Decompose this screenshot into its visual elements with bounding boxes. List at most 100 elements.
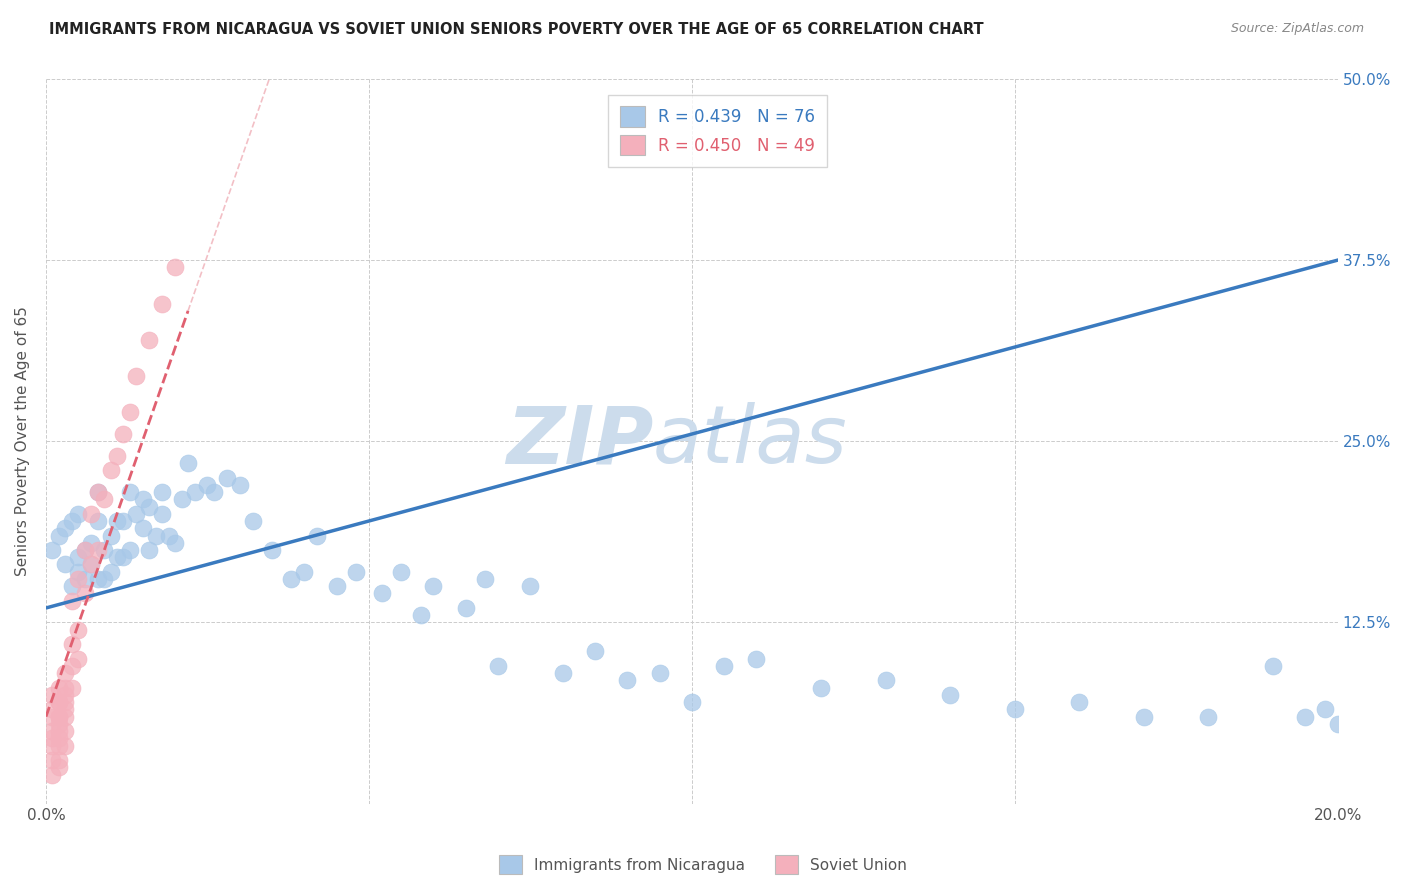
Point — [197, 477, 219, 491]
Point — [810, 681, 832, 695]
Point — [170, 492, 193, 507]
Point — [41, 702, 63, 716]
Point — [1261, 659, 1284, 673]
Point — [53, 709, 76, 723]
Point — [60, 514, 83, 528]
Point — [48, 709, 70, 723]
Point — [67, 565, 90, 579]
Point — [67, 572, 90, 586]
Point — [132, 521, 155, 535]
Point — [53, 739, 76, 753]
Point — [41, 753, 63, 767]
Point — [939, 688, 962, 702]
Point — [215, 470, 238, 484]
Point — [165, 535, 187, 549]
Point — [53, 702, 76, 716]
Point — [86, 572, 108, 586]
Point — [389, 565, 412, 579]
Point — [80, 558, 103, 572]
Point — [616, 673, 638, 688]
Text: IMMIGRANTS FROM NICARAGUA VS SOVIET UNION SENIORS POVERTY OVER THE AGE OF 65 COR: IMMIGRANTS FROM NICARAGUA VS SOVIET UNIO… — [49, 22, 984, 37]
Point — [409, 608, 432, 623]
Point — [713, 659, 735, 673]
Point — [371, 586, 394, 600]
Point — [648, 666, 671, 681]
Point — [422, 579, 444, 593]
Point — [105, 550, 128, 565]
Point — [41, 709, 63, 723]
Point — [80, 558, 103, 572]
Point — [41, 543, 63, 558]
Point — [100, 528, 122, 542]
Point — [112, 550, 135, 565]
Point — [86, 514, 108, 528]
Point — [53, 558, 76, 572]
Text: atlas: atlas — [652, 402, 848, 480]
Point — [177, 456, 200, 470]
Point — [228, 477, 250, 491]
Point — [681, 695, 703, 709]
Point — [60, 579, 83, 593]
Point — [93, 492, 115, 507]
Point — [105, 449, 128, 463]
Point — [100, 565, 122, 579]
Point — [86, 485, 108, 500]
Point — [41, 767, 63, 781]
Point — [67, 623, 90, 637]
Point — [519, 579, 541, 593]
Point — [60, 593, 83, 607]
Point — [138, 333, 160, 347]
Point — [1133, 709, 1156, 723]
Point — [93, 543, 115, 558]
Point — [875, 673, 897, 688]
Point — [242, 514, 264, 528]
Point — [48, 731, 70, 746]
Point — [118, 543, 141, 558]
Text: Source: ZipAtlas.com: Source: ZipAtlas.com — [1230, 22, 1364, 36]
Point — [93, 572, 115, 586]
Point — [583, 644, 606, 658]
Point — [202, 485, 225, 500]
Point — [474, 572, 496, 586]
Point — [745, 651, 768, 665]
Point — [48, 681, 70, 695]
Point — [1198, 709, 1220, 723]
Point — [454, 601, 477, 615]
Point — [1004, 702, 1026, 716]
Point — [41, 724, 63, 739]
Point — [292, 565, 315, 579]
Point — [41, 731, 63, 746]
Point — [67, 550, 90, 565]
Point — [551, 666, 574, 681]
Point — [307, 528, 329, 542]
Point — [150, 507, 173, 521]
Point — [280, 572, 302, 586]
Point — [53, 695, 76, 709]
Point — [48, 753, 70, 767]
Point — [73, 586, 96, 600]
Point — [48, 709, 70, 723]
Point — [1326, 717, 1348, 731]
Point — [48, 695, 70, 709]
Point — [80, 535, 103, 549]
Point — [145, 528, 167, 542]
Point — [112, 427, 135, 442]
Point — [86, 485, 108, 500]
Point — [183, 485, 205, 500]
Point — [125, 369, 148, 384]
Point — [150, 296, 173, 310]
Point — [86, 543, 108, 558]
Legend: R = 0.439   N = 76, R = 0.450   N = 49: R = 0.439 N = 76, R = 0.450 N = 49 — [609, 95, 827, 167]
Point — [118, 405, 141, 419]
Point — [41, 688, 63, 702]
Point — [344, 565, 367, 579]
Point — [48, 739, 70, 753]
Text: ZIP: ZIP — [506, 402, 652, 480]
Point — [53, 688, 76, 702]
Point — [48, 528, 70, 542]
Point — [100, 463, 122, 477]
Point — [60, 681, 83, 695]
Point — [125, 507, 148, 521]
Point — [60, 637, 83, 651]
Point — [80, 507, 103, 521]
